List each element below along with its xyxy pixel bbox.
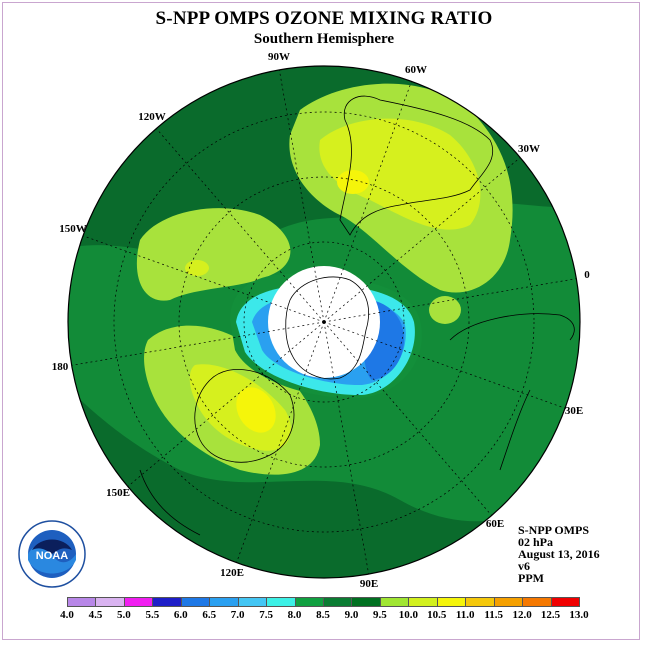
scale-swatch [550, 597, 580, 607]
map-boundary [67, 65, 581, 579]
scale-tick-label: 6.0 [173, 609, 188, 621]
color-scale: 4.0 4.5 5.0 5.5 6.0 6.5 7.0 7.5 8.0 8.5 9.0 9.5 10.0… [0, 595, 648, 625]
scale-tick-label: 4.0 [60, 609, 74, 621]
lon-label-120e: 120E [220, 567, 244, 579]
madagascar-coast [499, 389, 531, 471]
south-pole-marker [322, 320, 326, 324]
ozone-field [68, 66, 580, 578]
map-title: S-NPP OMPS OZONE MIXING RATIO [155, 8, 493, 29]
scale-swatch [95, 597, 125, 607]
product-info: S-NPP OMPS 02 hPa August 13, 2016 v6 PPM [518, 524, 600, 584]
scale-tick-label: 7.5 [259, 609, 273, 621]
scale-tick-label: 10.5 [427, 609, 447, 621]
scale-tick-label: 11.0 [455, 609, 475, 621]
info-units: PPM [518, 571, 544, 585]
graticule [68, 67, 580, 577]
lon-label-180: 180 [52, 361, 69, 373]
lon-label-30w: 30W [518, 143, 540, 155]
scale-tick-label: 6.5 [202, 609, 217, 621]
scale-tick-label: 7.0 [230, 609, 245, 621]
lon-label-60e: 60E [486, 518, 504, 530]
scale-swatch [436, 597, 467, 607]
coastlines [139, 95, 575, 536]
scale-swatch [522, 597, 552, 607]
figure-frame [2, 2, 640, 640]
scale-tick-label: 10.0 [398, 609, 418, 621]
ozone-yellow-green-north [319, 118, 481, 230]
scale-tick-label: 5.0 [117, 609, 131, 621]
info-date: August 13, 2016 [518, 547, 600, 561]
lon-label-90e: 90E [360, 578, 378, 590]
lon-label-90w: 90W [268, 51, 290, 63]
info-version: v6 [518, 559, 530, 573]
scale-tick-label: 5.5 [145, 609, 160, 621]
scale-swatch [493, 597, 524, 607]
scale-tick-label: 13.0 [569, 609, 589, 621]
lon-label-30e: 30E [565, 405, 583, 417]
scale-swatch [152, 597, 182, 607]
australia-coast [194, 368, 295, 463]
lon-label-60w: 60W [405, 64, 427, 76]
ozone-light-green-west [136, 208, 291, 301]
scale-tick-label: 9.0 [344, 609, 359, 621]
info-instrument: S-NPP OMPS [518, 523, 589, 537]
lon-label-120w: 120W [138, 111, 166, 123]
scale-swatch [379, 597, 410, 607]
scale-tick-label: 8.0 [287, 609, 302, 621]
scale-swatch [408, 597, 438, 607]
scale-swatch [351, 597, 381, 607]
ozone-yellow-north [337, 170, 369, 194]
lon-label-150w: 150W [59, 223, 87, 235]
scale-tick-label: 11.5 [484, 609, 503, 621]
scale-tick-label: 12.0 [512, 609, 532, 621]
lon-label-0: 0 [584, 269, 590, 281]
scale-swatch [323, 597, 353, 607]
new-zealand-coast [139, 469, 201, 536]
scale-tick-label: 8.5 [316, 609, 330, 621]
ozone-yellow-southwest [236, 387, 276, 433]
lon-label-150e: 150E [106, 487, 130, 499]
noaa-logo: NOAA [18, 520, 86, 588]
scale-swatch [180, 597, 211, 607]
info-level: 02 hPa [518, 535, 554, 549]
scale-tick-label: 9.5 [373, 609, 387, 621]
scale-swatch [465, 597, 495, 607]
south-america-coast [339, 95, 494, 236]
scale-swatch [237, 597, 268, 607]
scale-swatch [209, 597, 239, 607]
scale-swatch [294, 597, 324, 607]
svg-text:NOAA: NOAA [36, 550, 68, 562]
scale-swatch [266, 597, 296, 607]
africa-coast [449, 313, 575, 341]
ozone-light-green-east [429, 296, 461, 324]
scale-tick-label: 4.5 [88, 609, 103, 621]
antarctica-coast [285, 276, 369, 380]
scale-swatch [123, 597, 154, 607]
ozone-yellow-green-west [185, 260, 209, 276]
map-subtitle: Southern Hemisphere [253, 31, 395, 47]
scale-swatch [67, 597, 97, 607]
scale-tick-label: 12.5 [540, 609, 561, 621]
